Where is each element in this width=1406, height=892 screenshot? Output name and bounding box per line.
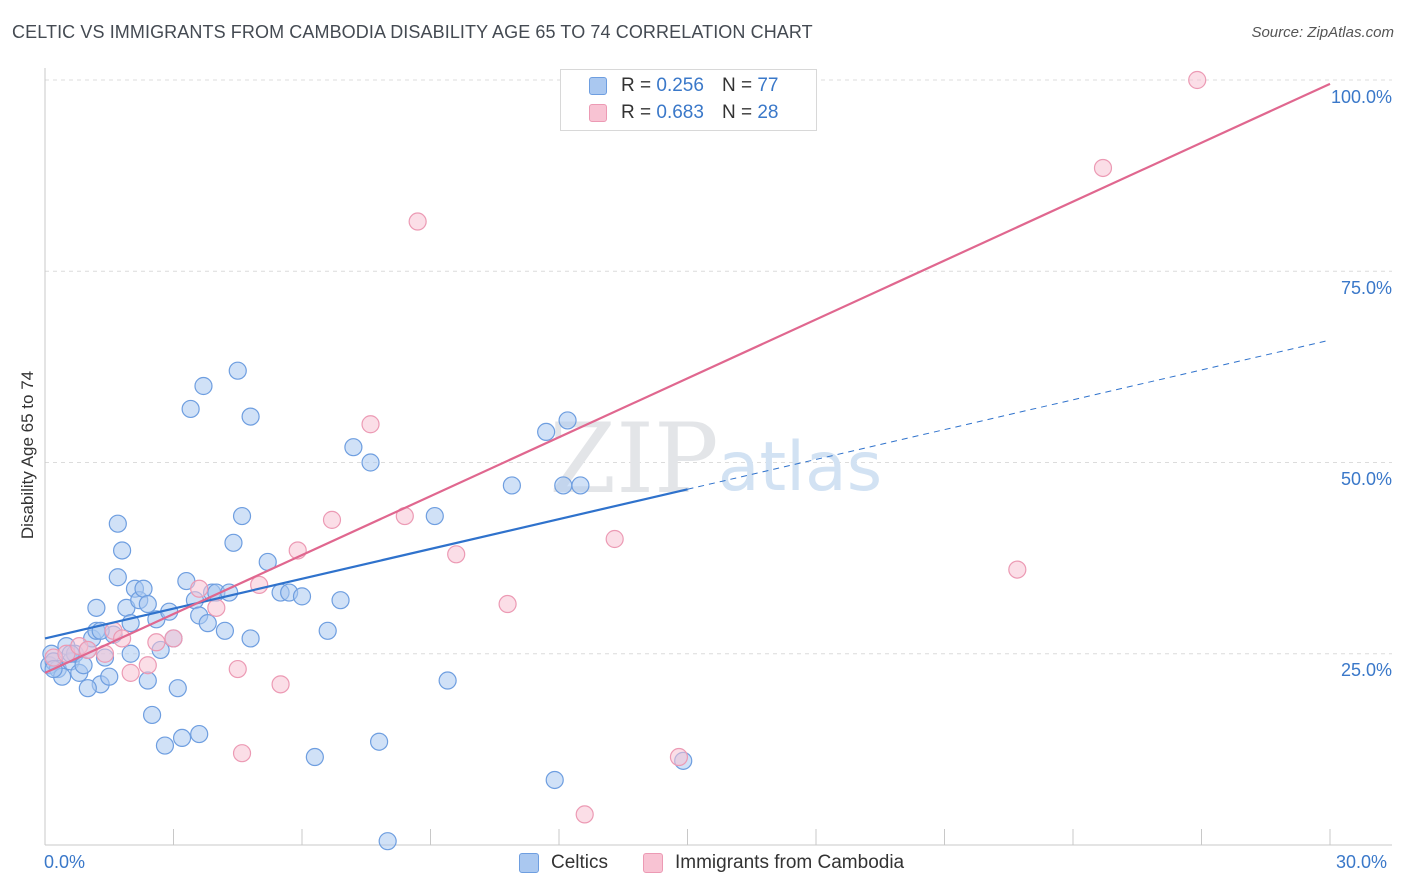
y-tick-label-75: 75.0%: [1340, 278, 1392, 298]
source-label: Source: ZipAtlas.com: [1251, 24, 1394, 41]
celtics-point: [78, 679, 97, 698]
trend-lines: [44, 82, 1331, 674]
celtics-trend-extension: [687, 339, 1331, 490]
cambodia-point: [408, 212, 427, 231]
legend-r-value: 0.256: [656, 75, 704, 96]
celtics-point: [112, 541, 132, 560]
series-legend: Celtics Immigrants from Cambodia: [0, 852, 1406, 878]
celtics-point: [190, 724, 209, 744]
celtics-point: [331, 591, 350, 610]
celtics-point: [108, 514, 127, 533]
cambodia-point: [1093, 158, 1113, 178]
cambodia-point: [121, 663, 140, 682]
legend-n-value: 28: [757, 102, 779, 123]
axes: [44, 68, 1392, 846]
legend-n-value: 77: [757, 75, 779, 96]
cambodia-point: [447, 545, 466, 564]
legend-r-label: R =: [621, 102, 652, 123]
cambodia-point: [669, 747, 689, 767]
cambodia-point: [147, 633, 166, 652]
legend-row-celtics: R = 0.256 N = 77: [589, 74, 778, 98]
celtics-point: [87, 598, 106, 617]
cambodia-legend-swatch: [643, 853, 663, 873]
celtics-point: [292, 587, 312, 606]
cambodia-point: [361, 415, 380, 434]
celtics-point: [241, 407, 260, 426]
celtics-point: [232, 506, 252, 526]
cambodia-points: [44, 70, 1207, 824]
celtics-point: [502, 476, 521, 495]
celtics-point: [172, 728, 192, 748]
legend-item-celtics[interactable]: Celtics: [519, 852, 608, 874]
legend-n-label: N =: [721, 102, 753, 123]
celtics-point: [344, 438, 363, 457]
chart-title: CELTIC VS IMMIGRANTS FROM CAMBODIA DISAB…: [12, 22, 813, 42]
y-tick-label-25: 25.0%: [1340, 660, 1392, 680]
x-tick-label-min: 0.0%: [44, 852, 86, 872]
cambodia-point: [575, 805, 594, 824]
celtics-point: [198, 614, 217, 633]
cambodia-point: [605, 529, 624, 549]
celtics-point: [438, 671, 457, 690]
legend-r-label: R =: [621, 75, 652, 96]
cambodia-swatch: [589, 104, 607, 122]
cambodia-point: [1188, 70, 1207, 90]
celtics-point: [558, 411, 577, 430]
celtics-point: [142, 705, 162, 725]
gridlines: [45, 79, 1392, 655]
cambodia-point: [271, 675, 290, 694]
cambodia-point: [190, 579, 209, 598]
celtics-legend-label: Celtics: [551, 852, 609, 873]
celtics-point: [168, 679, 187, 698]
cambodia-point: [232, 744, 252, 763]
celtics-point: [241, 629, 260, 648]
celtics-point: [155, 736, 175, 755]
celtics-point: [537, 422, 556, 441]
watermark: ZIP atlas: [549, 403, 882, 515]
celtics-point: [318, 621, 337, 640]
cambodia-point: [228, 659, 247, 679]
celtics-point: [108, 568, 127, 587]
celtics-point: [425, 506, 444, 526]
celtics-point: [554, 476, 573, 495]
celtics-point: [138, 671, 157, 690]
watermark-atlas: atlas: [718, 428, 882, 507]
celtics-point: [134, 579, 153, 598]
y-tick-label-100: 100.0%: [1330, 87, 1392, 107]
correlation-legend: R = 0.256 N = 77 R = 0.683 N = 28: [560, 69, 817, 131]
celtics-point: [305, 747, 324, 767]
cambodia-point: [322, 510, 342, 529]
celtics-point: [138, 594, 157, 614]
legend-r-value: 0.683: [656, 102, 704, 123]
cambodia-trend-line: [44, 82, 1331, 674]
celtics-point: [224, 533, 243, 552]
legend-n-label: N =: [721, 75, 753, 96]
celtics-point: [571, 476, 590, 495]
cambodia-point: [1008, 560, 1027, 579]
celtics-point: [100, 667, 119, 686]
cambodia-point: [138, 656, 157, 675]
celtics-point: [361, 453, 380, 472]
celtics-point: [215, 621, 234, 640]
cambodia-point: [207, 598, 226, 617]
cambodia-point: [164, 629, 183, 648]
celtics-legend-swatch: [519, 853, 539, 873]
x-tick-label-max: 30.0%: [1336, 852, 1388, 872]
celtics-point: [228, 361, 247, 380]
y-tick-label-50: 50.0%: [1340, 469, 1392, 489]
cambodia-legend-label: Immigrants from Cambodia: [675, 852, 905, 873]
celtics-trend-line: [44, 488, 688, 640]
celtics-swatch: [589, 77, 607, 95]
legend-row-cambodia: R = 0.683 N = 28: [589, 101, 778, 125]
celtics-point: [378, 832, 397, 851]
legend-item-cambodia[interactable]: Immigrants from Cambodia: [643, 852, 904, 874]
celtics-point: [545, 770, 564, 790]
celtics-point: [181, 399, 200, 419]
cambodia-point: [498, 594, 517, 614]
watermark-zip: ZIP: [549, 403, 718, 515]
celtics-point: [121, 644, 140, 663]
celtics-point: [370, 732, 389, 751]
celtics-point: [194, 376, 213, 396]
